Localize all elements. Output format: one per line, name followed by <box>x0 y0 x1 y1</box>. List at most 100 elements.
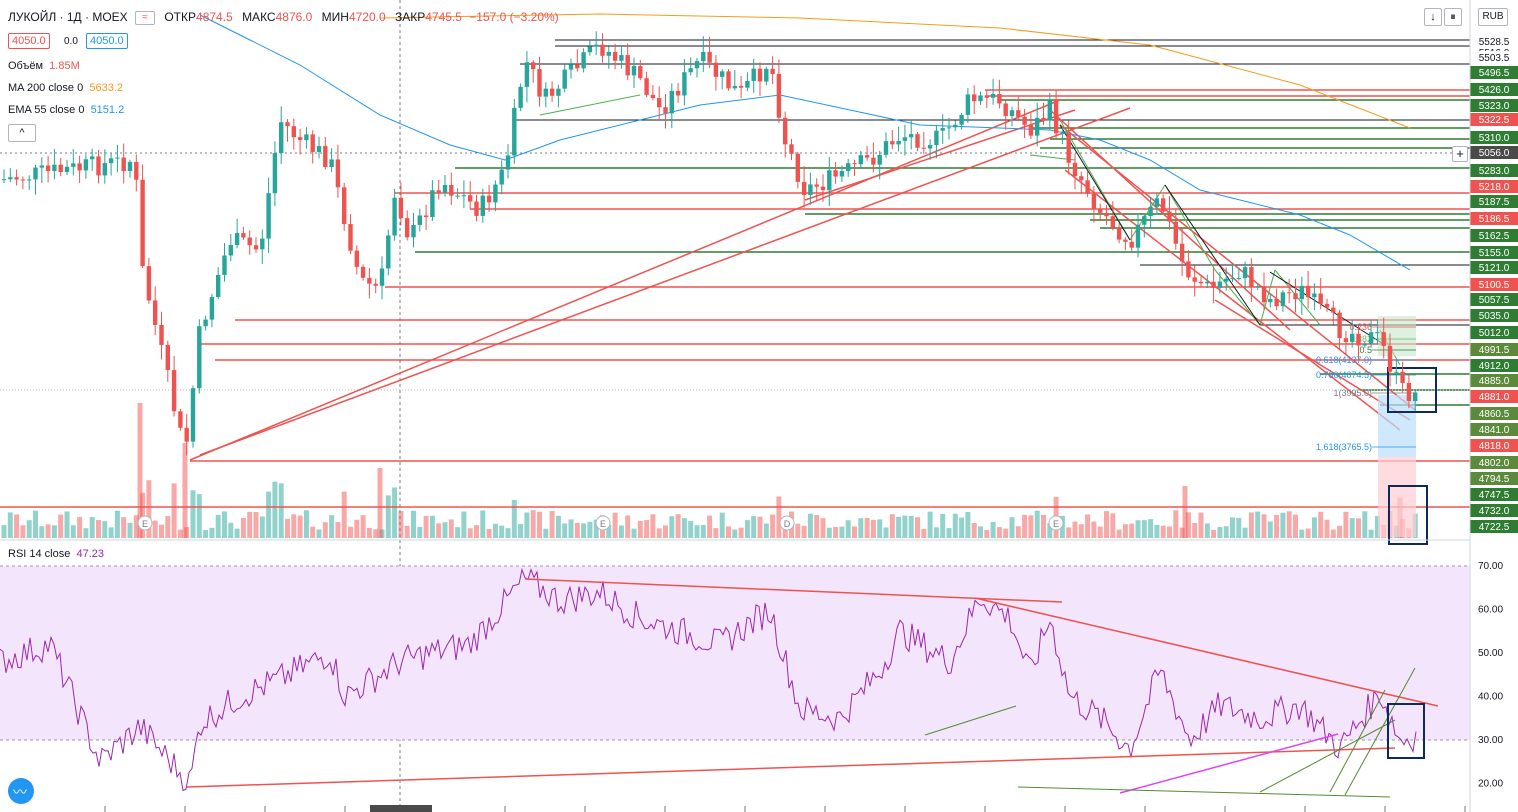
volume-bar <box>377 468 383 538</box>
candle-body <box>1003 103 1008 117</box>
candle-body <box>367 277 372 284</box>
volume-bar <box>1305 528 1311 538</box>
candle-body <box>266 193 271 239</box>
candle-body <box>657 98 662 108</box>
arrow-down-button[interactable]: ↓ <box>1424 8 1442 26</box>
price-axis-label-bg <box>1470 261 1518 274</box>
app-logo-button[interactable]: 〰 <box>8 778 34 804</box>
volume-bar <box>1293 514 1298 538</box>
collapse-legend-button[interactable]: ^ <box>8 124 36 142</box>
price-axis-label-bg <box>1470 246 1518 259</box>
price-axis-label: 4794.5 <box>1479 474 1510 485</box>
volume-bar <box>1261 514 1267 538</box>
close-label: ЗАКР <box>394 10 426 24</box>
candle-body <box>234 233 240 246</box>
volume-bar <box>757 516 763 538</box>
rsi-legend[interactable]: RSI 14 close 47.23 <box>8 548 105 560</box>
price-axis-label-bg <box>1470 439 1518 452</box>
candle-body <box>146 266 152 301</box>
volume-bar <box>1072 521 1078 538</box>
candle-body <box>921 147 926 149</box>
currency-button[interactable]: RUB <box>1478 8 1508 26</box>
volume-bar <box>1299 529 1305 538</box>
volume-bar <box>461 511 467 538</box>
volume-bar <box>1230 517 1235 538</box>
volume-bar <box>1198 512 1204 538</box>
price-axis-label: 4912.0 <box>1479 361 1510 372</box>
volume-bar <box>486 528 492 538</box>
sell-price-button[interactable]: 4050.0 <box>8 33 50 49</box>
ema-legend[interactable]: EMA 55 close 0 5151.2 <box>8 104 125 116</box>
buy-price-button[interactable]: 4050.0 <box>86 33 128 49</box>
fib-level-label: 0.786(4074.5) <box>1316 370 1372 380</box>
volume-bar <box>530 510 536 538</box>
event-marker-label: E <box>142 519 148 529</box>
candle-body <box>701 51 706 62</box>
volume-bar <box>921 528 927 538</box>
candle-body <box>102 163 107 176</box>
volume-bar <box>14 514 20 538</box>
price-axis-label: 5322.5 <box>1479 115 1510 126</box>
candles <box>1 31 1418 456</box>
tilde-icon[interactable]: ≈ <box>135 10 155 25</box>
ma-legend[interactable]: MA 200 close 0 5633.2 <box>8 82 123 94</box>
candle-body <box>877 154 882 165</box>
volume-bar <box>70 525 76 538</box>
event-marker-label: E <box>1053 519 1059 529</box>
volume-bar <box>681 518 687 538</box>
candle-body <box>291 126 296 138</box>
candle-body <box>1224 278 1229 282</box>
volume-bar <box>568 519 574 538</box>
candle-body <box>707 51 712 63</box>
candle-body <box>461 195 467 197</box>
rsi-trendline <box>1329 689 1386 793</box>
volume-bar <box>870 519 876 538</box>
volume-bar <box>303 510 309 538</box>
price-axis-label-bg <box>1470 488 1518 501</box>
volume-bar <box>959 517 965 538</box>
rsi-trendline <box>1017 786 1391 798</box>
candle-body <box>965 94 971 115</box>
rsi-tick-label: 70.00 <box>1478 561 1503 572</box>
volume-bar <box>1211 529 1217 538</box>
open-label: ОТКР <box>164 10 197 24</box>
candle-body <box>959 114 964 125</box>
event-marker[interactable] <box>137 515 153 531</box>
candle-body <box>864 155 870 158</box>
candle-body <box>833 170 838 177</box>
candle-body <box>934 130 939 146</box>
candle-body <box>499 169 504 185</box>
candle-body <box>1173 221 1178 244</box>
symbol-title[interactable]: ЛУКОЙЛ · 1Д · MOEX <box>8 10 128 24</box>
price-axis-label-bg <box>1470 309 1518 322</box>
price-axis-label: 5323.0 <box>1479 101 1510 112</box>
high-label: МАКС <box>242 10 276 24</box>
candle-body <box>531 62 536 70</box>
event-marker[interactable] <box>595 515 611 531</box>
candle-body <box>1255 286 1260 288</box>
volume-legend[interactable]: Объём 1.85M <box>8 60 80 72</box>
volume-bar <box>89 517 95 538</box>
price-axis-label-bg <box>1470 180 1518 193</box>
event-marker[interactable] <box>779 515 795 531</box>
volume-bar <box>688 521 694 538</box>
candle-body <box>682 72 687 96</box>
candle-body <box>1205 281 1210 284</box>
rsi-pane: 70.00 60.00 50.00 40.00 30.00 20.00 <box>0 561 1503 798</box>
volume-bar <box>329 515 335 538</box>
volume-bar <box>908 515 914 538</box>
candle-body <box>64 166 70 173</box>
pause-button[interactable]: ⏸ <box>1444 8 1462 26</box>
volume-bar <box>606 524 612 538</box>
volume-bar <box>984 529 990 538</box>
candle-body <box>631 66 637 76</box>
add-alert-button[interactable]: + <box>1452 146 1468 162</box>
volume-bar <box>782 523 788 538</box>
candle-body <box>789 144 794 154</box>
candle-body <box>1 179 7 181</box>
volume-bar <box>763 523 769 538</box>
candle-body <box>1154 198 1160 207</box>
low-value: 4720.0 <box>348 10 386 24</box>
volume-bar <box>96 520 101 538</box>
event-marker[interactable] <box>1048 515 1064 531</box>
